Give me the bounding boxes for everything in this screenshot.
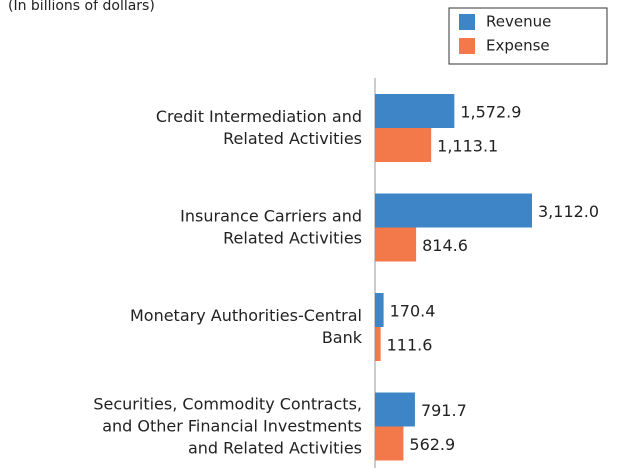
value-label: 1,113.1 [437, 137, 498, 156]
value-label: 562.9 [409, 435, 455, 454]
legend-box [448, 7, 608, 65]
legend-label: Expense [486, 37, 550, 55]
bar [375, 193, 532, 228]
chart-subtitle: (In billions of dollars) [8, 0, 155, 14]
value-label: 170.4 [390, 302, 436, 321]
category-label: Monetary Authorities-Central Bank [130, 306, 363, 347]
bar [375, 426, 404, 461]
value-label: 3,112.0 [538, 202, 599, 221]
category-label: Securities, Commodity Contracts, and Othe… [93, 394, 362, 457]
category-label: Insurance Carriers and Related Activities [180, 206, 362, 247]
value-label: 111.6 [387, 336, 433, 355]
bar [375, 128, 432, 162]
bar [375, 327, 381, 361]
value-label: 1,572.9 [460, 103, 521, 122]
bar [375, 293, 384, 327]
value-label: 791.7 [421, 401, 467, 420]
bar [375, 392, 415, 427]
category-label: Credit Intermediation and Related Activit… [156, 107, 362, 148]
bar [375, 227, 417, 262]
bar [375, 94, 455, 128]
legend-label: Revenue [486, 13, 551, 31]
legend-swatch [459, 14, 475, 30]
legend-swatch [459, 38, 475, 54]
value-label: 814.6 [422, 236, 468, 255]
